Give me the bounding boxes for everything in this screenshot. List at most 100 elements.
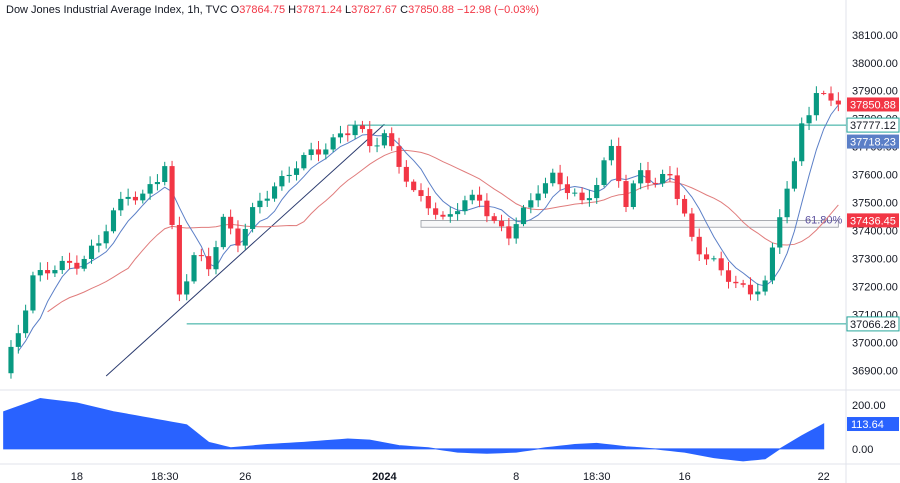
candle-body	[37, 270, 43, 276]
price-tag: 37066.28	[846, 316, 900, 332]
open-value: 37864.75	[239, 4, 286, 16]
candle-body	[411, 181, 417, 191]
candle-body	[638, 170, 644, 184]
price-tag-box	[847, 97, 899, 112]
candle-body	[147, 184, 153, 194]
price-tag-label: 37718.23	[850, 137, 896, 149]
chart-header: Dow Jones Industrial Average Index, 1h, …	[6, 4, 539, 16]
candle-body	[703, 254, 710, 260]
open-label: O	[230, 4, 240, 16]
candle-body	[88, 245, 95, 259]
candle-body	[396, 146, 402, 167]
candle-body	[799, 123, 805, 162]
candle-body	[711, 258, 717, 260]
candle-body	[440, 214, 446, 217]
price-tag-label: 37436.45	[850, 215, 896, 227]
candle-body	[8, 346, 14, 374]
candle-body	[52, 270, 58, 274]
low-label: L	[345, 4, 352, 16]
candle-body	[125, 196, 131, 199]
candle-body	[828, 93, 834, 101]
price-tag-box	[847, 134, 899, 149]
y-tick-label: 37400.00	[852, 226, 898, 238]
candle-body	[367, 129, 373, 147]
candle-body	[682, 198, 688, 214]
candle-body	[23, 310, 29, 334]
candle-body	[250, 207, 256, 229]
candle-body	[469, 194, 475, 201]
candle-body	[491, 216, 497, 221]
candle-body	[433, 208, 439, 215]
candle-body	[191, 255, 197, 282]
candle-body	[206, 256, 212, 270]
candle-body	[198, 255, 204, 257]
candle-body	[59, 260, 65, 271]
sma-fast-line	[17, 104, 839, 352]
candle-body	[264, 198, 270, 201]
candle-body	[777, 217, 783, 248]
candle-body	[835, 100, 841, 105]
candle-body	[557, 172, 563, 185]
candle-body	[498, 220, 505, 227]
low-value: 37827.67	[351, 4, 398, 16]
y-tick-label: 37500.00	[852, 198, 898, 210]
candle-body	[660, 173, 666, 184]
candle-body	[506, 226, 512, 239]
candle-body	[447, 214, 453, 217]
candle-body	[374, 145, 380, 147]
price-tag: 37850.88	[847, 97, 899, 112]
candle-body	[154, 182, 160, 185]
candle-body	[477, 194, 483, 201]
change-value: −12.98 (−0.03%)	[457, 4, 539, 16]
candle-body	[118, 198, 124, 211]
x-tick-label: 8	[513, 471, 519, 483]
candle-body	[769, 247, 776, 281]
osc-tick-label: 0.00	[852, 444, 873, 456]
price-tag: 37718.23	[847, 134, 899, 149]
candle-body	[542, 183, 549, 194]
candle-body	[513, 224, 519, 239]
candle-body	[81, 258, 87, 269]
candle-body	[323, 149, 329, 155]
candle-body	[279, 176, 285, 187]
candle-body	[623, 181, 629, 207]
candle-body	[594, 185, 600, 199]
candle-body	[674, 175, 680, 199]
y-tick-label: 37300.00	[852, 254, 898, 266]
candle-body	[813, 93, 819, 116]
price-tag: 37436.45	[847, 213, 899, 228]
price-tag-box	[846, 316, 900, 332]
candle-body	[162, 166, 168, 183]
chart-title: Dow Jones Industrial Average Index, 1h, …	[6, 4, 228, 16]
high-label: H	[288, 4, 297, 16]
moving-averages	[17, 104, 839, 352]
price-tag: 37777.12	[846, 117, 900, 133]
close-value: 37850.88	[408, 4, 454, 16]
candle-body	[110, 210, 117, 232]
candle-body	[184, 281, 190, 295]
candle-body	[755, 291, 761, 295]
candle-body	[564, 184, 570, 194]
candle-body	[608, 145, 614, 161]
osc-value-tag: 113.64	[847, 417, 899, 432]
candle-body	[140, 193, 146, 201]
candle-body	[352, 125, 358, 136]
candle-body	[242, 228, 248, 246]
candle-body	[630, 183, 636, 207]
y-tick-label: 37000.00	[852, 337, 898, 349]
x-tick-label: 18:30	[583, 471, 611, 483]
candle-body	[747, 284, 754, 295]
candle-body	[740, 283, 746, 285]
candle-body	[616, 145, 622, 182]
trend-line	[105, 123, 385, 377]
candle-body	[315, 149, 322, 155]
candle-body	[586, 198, 592, 201]
candle-body	[301, 154, 307, 169]
candle-body	[535, 193, 541, 201]
candle-body	[462, 200, 468, 212]
candle-body	[520, 207, 527, 225]
price-tags: 37850.88 37777.12 37718.23 37436.45 37066.28	[846, 97, 900, 332]
candle-body	[718, 258, 724, 271]
